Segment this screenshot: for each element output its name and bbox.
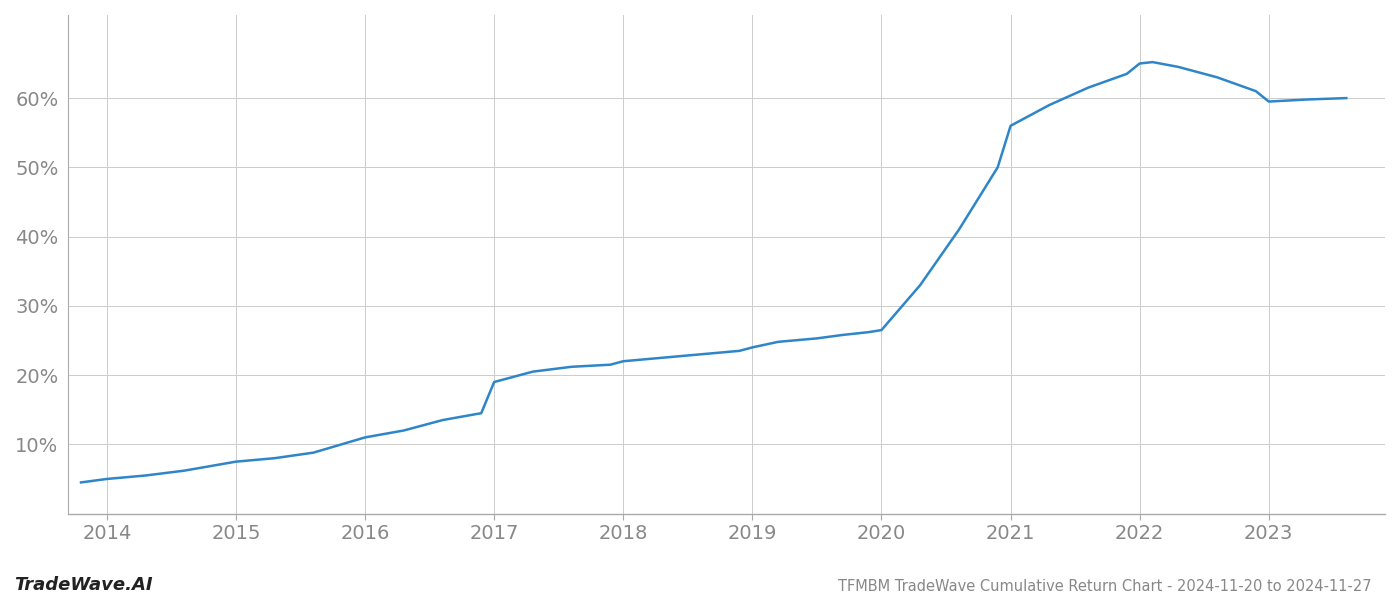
Text: TradeWave.AI: TradeWave.AI <box>14 576 153 594</box>
Text: TFMBM TradeWave Cumulative Return Chart - 2024-11-20 to 2024-11-27: TFMBM TradeWave Cumulative Return Chart … <box>839 579 1372 594</box>
